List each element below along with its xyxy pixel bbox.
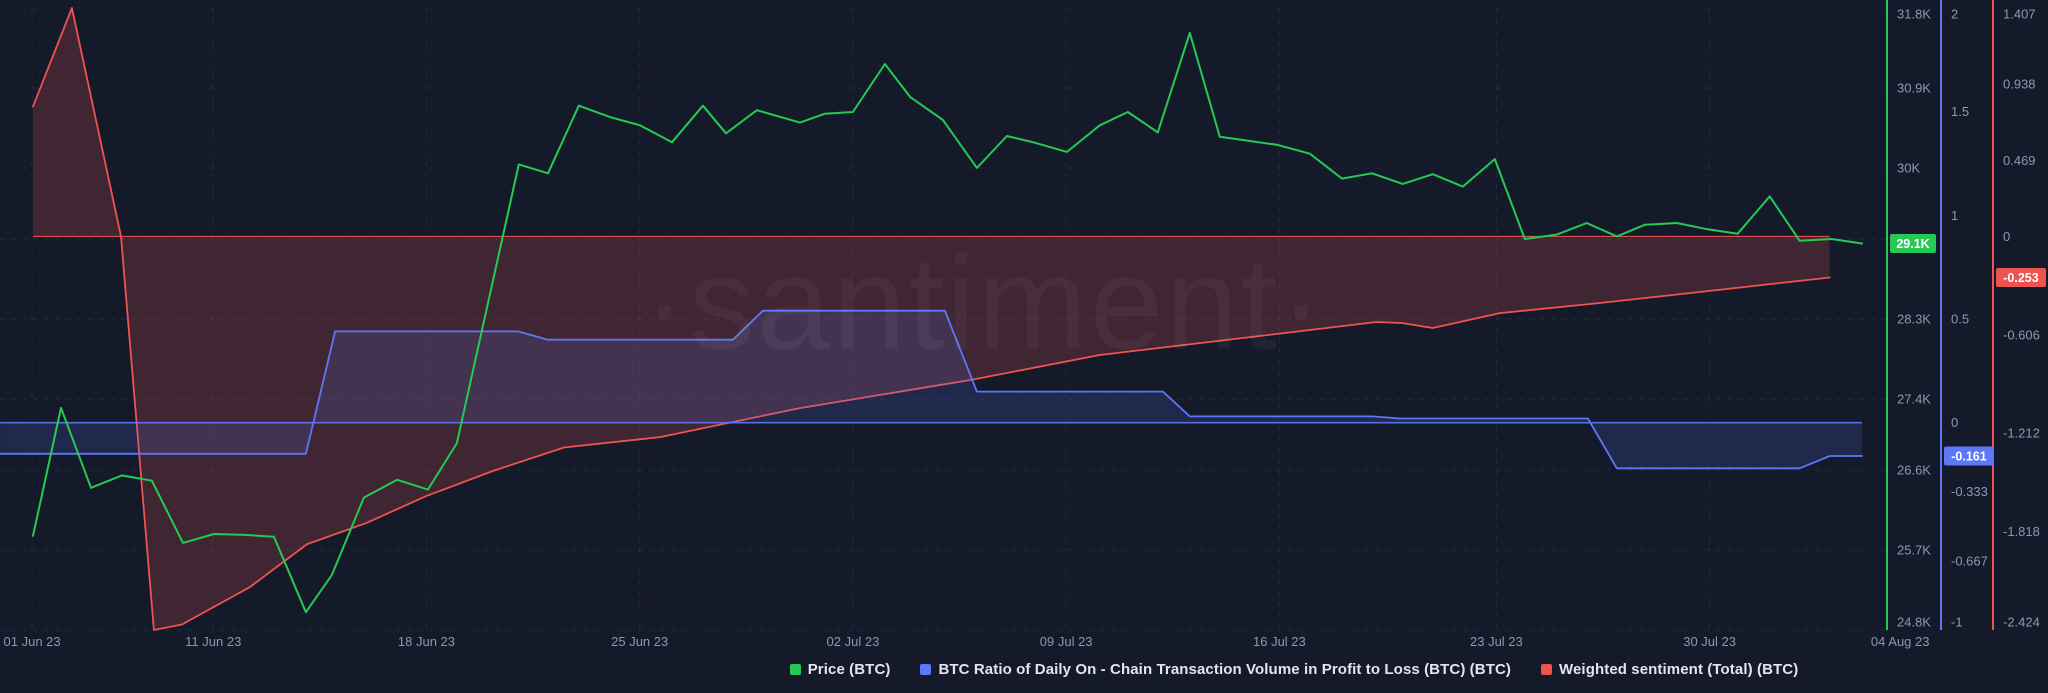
legend-item-ratio[interactable]: BTC Ratio of Daily On - Chain Transactio… bbox=[920, 661, 1511, 678]
sentiment-axis-tick-label: -1.818 bbox=[2003, 524, 2040, 539]
sentiment-axis-tick-label: -2.424 bbox=[2003, 615, 2040, 630]
price-axis-tick-label: 30.9K bbox=[1897, 80, 1931, 95]
x-axis-tick-label: 16 Jul 23 bbox=[1253, 634, 1306, 649]
sentiment-line bbox=[32, 7, 1831, 631]
price-last-value-badge bbox=[1890, 233, 1936, 253]
x-axis-tick-label: 01 Jun 23 bbox=[4, 634, 61, 649]
sentiment-axis-tick-label: 0.469 bbox=[2003, 153, 2036, 168]
sentiment-last-value-badge bbox=[1996, 268, 2046, 288]
price-swatch-icon bbox=[789, 663, 801, 675]
ratio-axis-tick-label: -0.333 bbox=[1951, 484, 1988, 499]
x-axis-tick-label: 11 Jun 23 bbox=[185, 634, 241, 649]
price-line bbox=[32, 31, 1863, 614]
price-axis-tick-label: 24.8K bbox=[1897, 615, 1931, 630]
legend-item-label: Price (BTC) bbox=[807, 660, 891, 678]
sentiment-swatch-icon bbox=[1541, 663, 1552, 675]
sentiment-axis-tick-label: -0.606 bbox=[2003, 327, 2040, 342]
ratio-swatch-icon bbox=[920, 663, 932, 675]
ratio-axis-tick-label: 0 bbox=[1951, 415, 1958, 430]
ratio-area bbox=[0, 310, 1863, 469]
sentiment-axis-tick-label: -1.212 bbox=[2003, 426, 2040, 441]
ratio-axis-tick-label: 0.5 bbox=[1951, 312, 1969, 327]
sentiment-axis-tick-label: 0 bbox=[2003, 229, 2010, 244]
ratio-axis-tick-label: 2 bbox=[1951, 7, 1958, 22]
ratio-axis-tick-label: 1 bbox=[1951, 208, 1958, 223]
x-axis-tick-label: 18 Jun 23 bbox=[398, 634, 455, 649]
price-axis-tick-label: 30K bbox=[1897, 160, 1920, 175]
price-axis-tick-label: 27.4K bbox=[1897, 391, 1931, 406]
ratio-axis-tick-label: 1.5 bbox=[1951, 104, 1969, 119]
x-axis-tick-label: 30 Jul 23 bbox=[1683, 634, 1736, 649]
x-axis-tick-label: 23 Jul 23 bbox=[1470, 634, 1523, 649]
x-axis-tick-label: 04 Aug 23 bbox=[1871, 634, 1930, 649]
legend-item-sentiment[interactable]: Weighted sentiment (Total) (BTC) bbox=[1541, 661, 1798, 678]
ratio-last-value-badge bbox=[1944, 446, 1994, 466]
legend: Price (BTC) BTC Ratio of Daily On - Chai… bbox=[0, 656, 2048, 682]
legend-item-label: Weighted sentiment (Total) (BTC) bbox=[1559, 660, 1799, 678]
price-axis-tick-label: 28.3K bbox=[1897, 312, 1931, 327]
ratio-last-value-text: -0.161 bbox=[1951, 450, 1986, 464]
price-axis-tick-label: 25.7K bbox=[1897, 543, 1931, 558]
price-last-value-text: 29.1K bbox=[1896, 237, 1929, 251]
legend-item-label: BTC Ratio of Daily On - Chain Transactio… bbox=[938, 660, 1511, 678]
ratio-axis-tick-label: -1 bbox=[1951, 615, 1963, 630]
x-axis-tick-label: 25 Jun 23 bbox=[611, 634, 668, 649]
legend-item-price[interactable]: Price (BTC) bbox=[789, 660, 891, 678]
ratio-axis-tick-label: -0.667 bbox=[1951, 553, 1988, 568]
price-axis-tick-label: 31.8K bbox=[1897, 7, 1931, 22]
x-axis-tick-label: 02 Jul 23 bbox=[827, 634, 880, 649]
sentiment-axis-tick-label: 1.407 bbox=[2003, 7, 2036, 22]
price-axis-tick-label: 26.6K bbox=[1897, 463, 1931, 478]
ratio-line bbox=[0, 309, 1863, 470]
sentiment-last-value-text: -0.253 bbox=[2003, 271, 2038, 285]
x-axis-tick-label: 09 Jul 23 bbox=[1040, 634, 1093, 649]
sentiment-axis-tick-label: 0.938 bbox=[2003, 77, 2036, 92]
